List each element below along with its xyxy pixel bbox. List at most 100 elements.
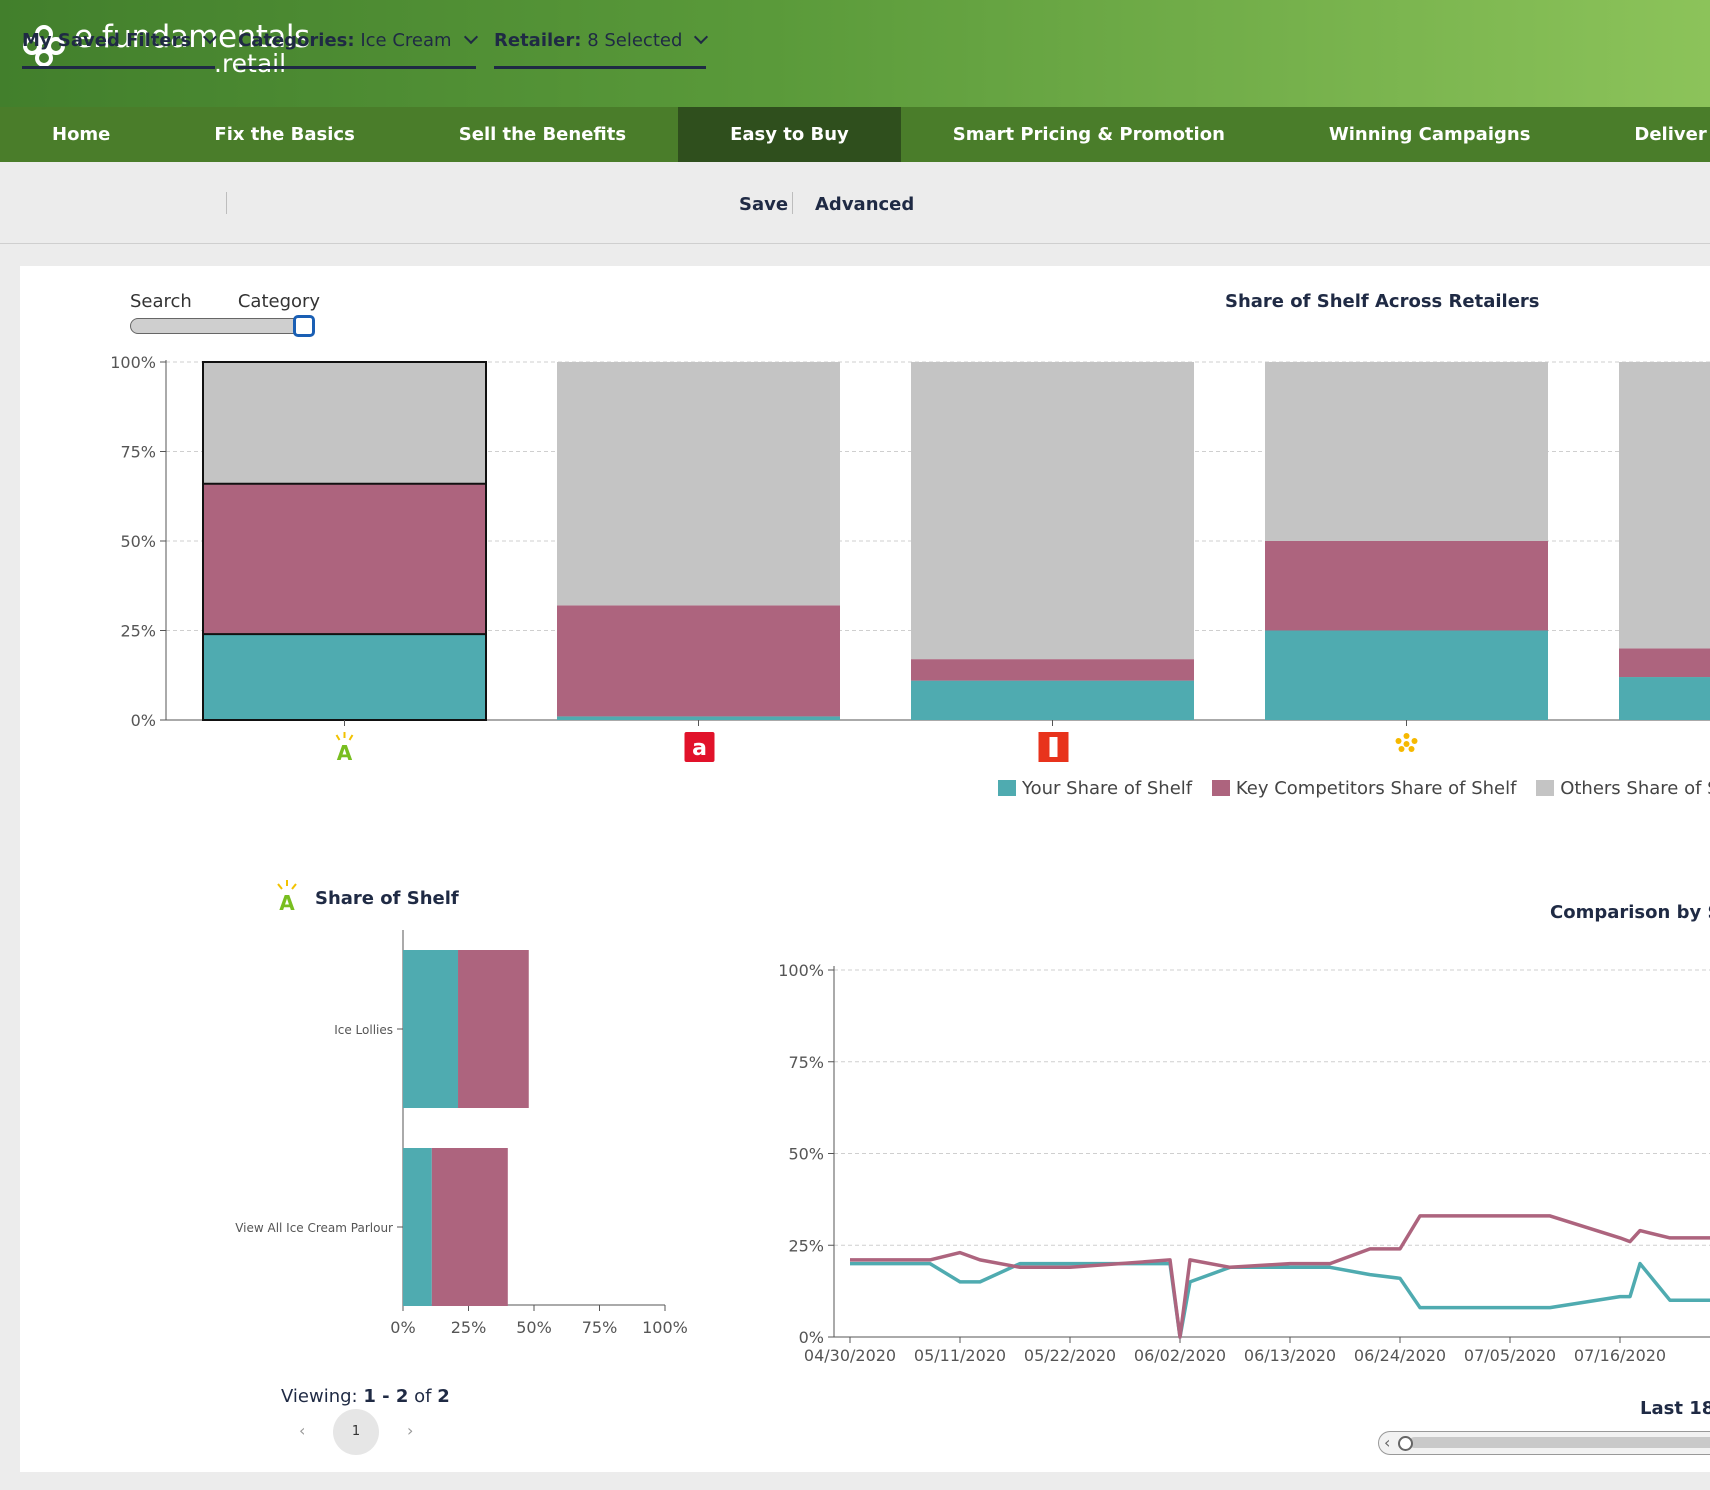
viewing-of: of (414, 1386, 432, 1407)
y-tick-label: 0% (799, 1328, 824, 1347)
legend-competitors: Key Competitors Share of Shelf (1235, 778, 1517, 799)
app-header: e.fundamentals .retail (0, 0, 1710, 107)
y-tick-label: 50% (788, 1145, 824, 1164)
iceland-logo-icon (1038, 732, 1069, 762)
amazon-logo-icon: a (684, 732, 715, 762)
hbar-segment-yours (403, 950, 459, 1108)
retailer-chart-title: Share of Shelf Across Retailers (1225, 291, 1540, 312)
nav-item-sell-the-benefits[interactable]: Sell the Benefits (458, 124, 627, 145)
retailer-value: 8 Selected (587, 30, 683, 51)
line-series-yours (850, 1261, 1710, 1339)
bar-segment-competitors (1619, 648, 1710, 678)
nav-item-fix-the-basics[interactable]: Fix the Basics (214, 124, 355, 145)
pagination-summary: Viewing: 1 - 2 of 2 (281, 1386, 450, 1407)
morrisons-logo-icon (1395, 733, 1418, 752)
trend-chart-title: Comparison by Sh (1550, 902, 1710, 923)
trend-share-chart: 0% 25% 50% 75% 100% 04/30/2020 05/11/2020 05/22… (778, 961, 1710, 1365)
divider (226, 192, 227, 214)
x-tick-label: 06/02/2020 (1134, 1346, 1226, 1365)
view-toggle-knob[interactable] (293, 315, 315, 337)
bar-segment-competitors (557, 605, 840, 717)
x-tick-label: 06/13/2020 (1244, 1346, 1336, 1365)
retailer-share-chart: 0% 25% 50% 75% 100% A a (110, 353, 1710, 765)
retailer-dropdown[interactable]: Retailer: 8 Selected (494, 29, 709, 69)
hbar-segment-competitors (458, 950, 529, 1108)
bar-segment-yours (203, 634, 486, 720)
y-tick-label: 75% (120, 443, 156, 462)
pagination-next-button[interactable]: › (407, 1421, 414, 1440)
retailer-label: Retailer: (494, 30, 582, 51)
x-tick-label: 07/16/2020 (1574, 1346, 1666, 1365)
hbar-segment-yours (403, 1148, 432, 1306)
legend-others: Others Share of Shel (1560, 778, 1710, 799)
view-toggle-labels: Search Category (130, 291, 366, 312)
categories-dropdown[interactable]: Categories: Ice Cream (238, 29, 478, 69)
brand-logo[interactable]: e.fundamentals .retail (20, 22, 310, 82)
saved-filters-dropdown[interactable]: My Saved Filters (22, 29, 218, 69)
chevron-down-icon (694, 29, 709, 45)
viewing-prefix: Viewing: (281, 1386, 358, 1407)
bar-segment-yours (557, 716, 840, 720)
retailer-chart-legend: Your Share of Shelf Key Competitors Shar… (998, 778, 1710, 799)
toggle-search-label: Search (130, 291, 192, 312)
bar-segment-competitors (203, 483, 486, 635)
legend-swatch-yours (998, 780, 1016, 796)
bar-segment-competitors (911, 659, 1194, 681)
y-tick-label: View All Ice Cream Parlour (235, 1221, 393, 1235)
brand-name: e.fundamentals (74, 19, 310, 55)
nav-item-home[interactable]: Home (52, 124, 111, 145)
save-button[interactable]: Save (739, 194, 789, 215)
x-tick-label: 05/22/2020 (1024, 1346, 1116, 1365)
asda-logo-icon: A (335, 732, 354, 765)
svg-text:a: a (692, 736, 707, 761)
x-tick-label: 75% (582, 1318, 618, 1337)
bar-segment-yours (911, 680, 1194, 720)
filter-bar (0, 162, 1710, 244)
x-tick-label: 0% (390, 1318, 415, 1337)
logo-flower-icon (23, 25, 65, 67)
category-share-chart: 0% 25% 50% 75% 100% Ice Lollies View All Ice C… (235, 930, 688, 1337)
nav-item-smart-pricing-promotion[interactable]: Smart Pricing & Promotion (952, 124, 1225, 145)
range-selector-label: Last 180 (1640, 1398, 1710, 1419)
brand-subname: .retail (214, 49, 287, 78)
bar-segment-yours (1265, 630, 1548, 720)
nav-item-deliver-value-that[interactable]: Deliver Value That (1634, 124, 1710, 145)
legend-yours: Your Share of Shelf (1022, 778, 1193, 799)
scroller-bar[interactable] (1409, 1437, 1710, 1448)
chevron-down-icon (463, 29, 478, 45)
y-tick-label: 100% (110, 353, 156, 372)
range-scroller[interactable]: ‹ (1378, 1431, 1710, 1455)
svg-text:A: A (337, 741, 353, 765)
chevron-left-icon[interactable]: ‹ (1384, 1433, 1391, 1452)
svg-text:A: A (279, 891, 295, 912)
categories-label: Categories: (238, 30, 355, 51)
viewing-total: 2 (437, 1386, 450, 1407)
x-tick-label: 100% (642, 1318, 688, 1337)
y-tick-label: 75% (788, 1053, 824, 1072)
bar-segment-yours (1619, 677, 1710, 720)
categories-value: Ice Cream (360, 30, 452, 51)
x-tick-label: 04/30/2020 (804, 1346, 896, 1365)
bar-segment-others (557, 362, 840, 606)
x-tick-label: 25% (451, 1318, 487, 1337)
bar-segment-others (1265, 362, 1548, 541)
pagination-prev-button[interactable]: ‹ (299, 1421, 306, 1440)
x-tick-label: 06/24/2020 (1354, 1346, 1446, 1365)
pagination-page-1[interactable]: 1 (333, 1409, 379, 1455)
main-nav: Home Fix the Basics Sell the Benefits Easy … (0, 107, 1710, 162)
x-tick-label: 07/05/2020 (1464, 1346, 1556, 1365)
advanced-button[interactable]: Advanced (815, 194, 915, 215)
x-tick-label: 05/11/2020 (914, 1346, 1006, 1365)
y-tick-label: 25% (120, 622, 156, 641)
legend-swatch-competitors (1211, 780, 1230, 796)
nav-item-easy-to-buy[interactable]: Easy to Buy (678, 107, 901, 162)
y-tick-label: 100% (778, 961, 824, 980)
category-chart-title: Share of Shelf (315, 888, 459, 909)
divider (792, 192, 793, 214)
asda-logo-icon: A (277, 880, 297, 912)
bar-segment-others (911, 362, 1194, 660)
nav-item-winning-campaigns[interactable]: Winning Campaigns (1328, 124, 1531, 145)
scroller-handle[interactable] (1398, 1436, 1413, 1451)
chevron-down-icon (203, 29, 218, 45)
x-tick-label: 50% (516, 1318, 552, 1337)
